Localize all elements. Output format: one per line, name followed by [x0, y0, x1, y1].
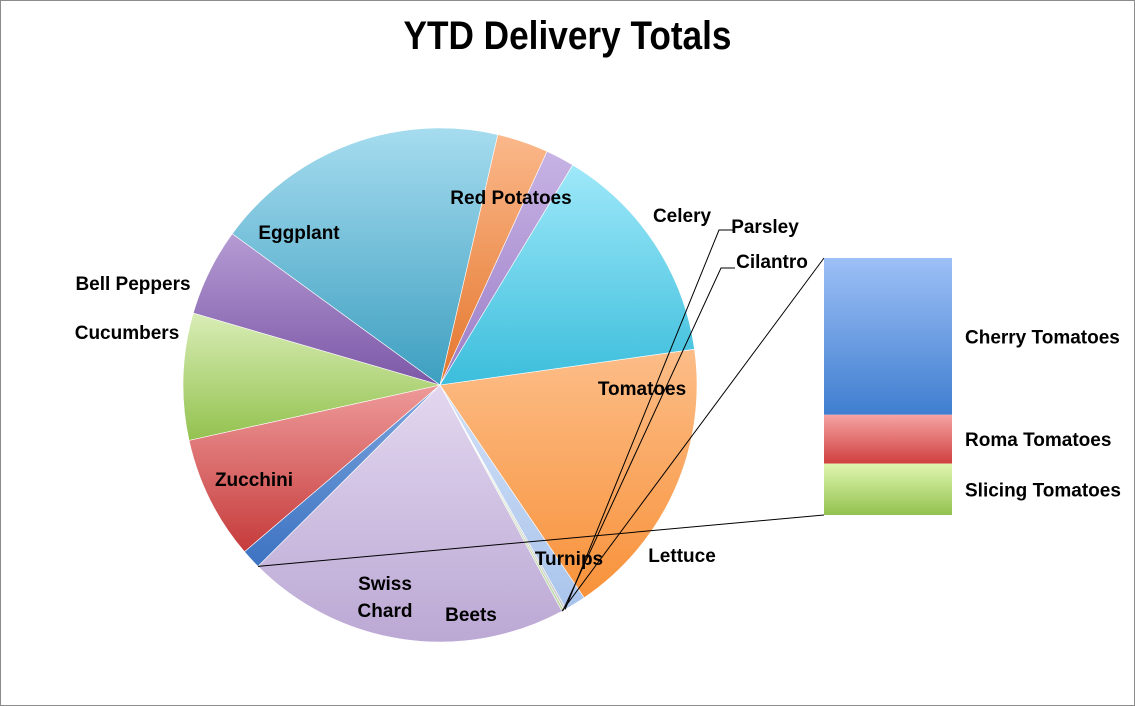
label-beets: Beets	[445, 605, 497, 626]
label-bell-peppers: Bell Peppers	[75, 274, 190, 295]
label-red-potatoes: Red Potatoes	[450, 188, 571, 209]
breakout-connector-bottom	[257, 514, 825, 567]
pie-slices	[182, 127, 698, 643]
data-labels: Cherry Tomatoes Roma Tomatoes Slicing Toma…	[75, 188, 1121, 626]
chart-title: YTD Delivery Totals	[403, 14, 732, 58]
slice-zucchini	[231, 127, 499, 386]
leader-parsley	[564, 229, 733, 610]
slice-beets	[182, 312, 441, 441]
label-swiss-chard: Swiss Chard	[358, 574, 413, 622]
label-slicing-tomatoes: Slicing Tomatoes	[965, 480, 1121, 501]
label-cucumbers: Cucumbers	[75, 323, 180, 344]
label-eggplant: Eggplant	[258, 223, 340, 244]
label-parsley: Parsley	[731, 217, 799, 238]
label-cherry-tomatoes: Cherry Tomatoes	[965, 327, 1120, 348]
label-turnips: Turnips	[535, 549, 603, 570]
bar-segment-cherry-tomatoes	[824, 258, 952, 415]
slice-eggplant	[439, 164, 695, 386]
label-lettuce: Lettuce	[648, 546, 716, 567]
bar-segment-slicing-tomatoes	[824, 463, 952, 515]
label-zucchini: Zucchini	[215, 470, 293, 491]
label-cilantro: Cilantro	[736, 252, 808, 273]
label-celery: Celery	[653, 206, 712, 227]
label-roma-tomatoes: Roma Tomatoes	[965, 430, 1111, 451]
bar-segment-roma-tomatoes	[824, 414, 952, 464]
leader-cilantro	[562, 267, 735, 611]
label-tomatoes: Tomatoes	[598, 379, 686, 400]
breakout-connector-top	[561, 257, 825, 612]
slice-tomatoes	[257, 384, 563, 643]
breakout-bar	[824, 258, 952, 515]
leader-lines	[257, 229, 825, 612]
slice-red-potatoes	[439, 348, 698, 599]
